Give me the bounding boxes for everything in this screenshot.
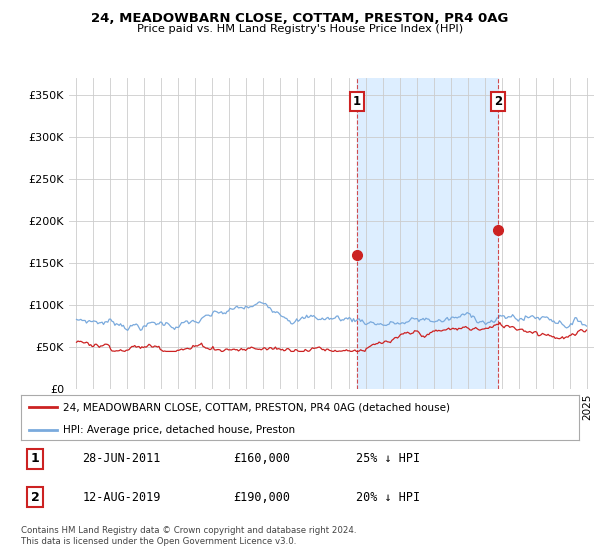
Text: 24, MEADOWBARN CLOSE, COTTAM, PRESTON, PR4 0AG (detached house): 24, MEADOWBARN CLOSE, COTTAM, PRESTON, P… bbox=[63, 402, 450, 412]
Text: HPI: Average price, detached house, Preston: HPI: Average price, detached house, Pres… bbox=[63, 424, 295, 435]
Text: 12-AUG-2019: 12-AUG-2019 bbox=[82, 491, 161, 504]
Text: 24, MEADOWBARN CLOSE, COTTAM, PRESTON, PR4 0AG: 24, MEADOWBARN CLOSE, COTTAM, PRESTON, P… bbox=[91, 12, 509, 25]
Text: 25% ↓ HPI: 25% ↓ HPI bbox=[356, 452, 420, 465]
Text: £190,000: £190,000 bbox=[233, 491, 290, 504]
Text: 28-JUN-2011: 28-JUN-2011 bbox=[82, 452, 161, 465]
Text: Price paid vs. HM Land Registry's House Price Index (HPI): Price paid vs. HM Land Registry's House … bbox=[137, 24, 463, 34]
Bar bbox=[357, 78, 497, 389]
Text: 1: 1 bbox=[31, 452, 40, 465]
Text: £160,000: £160,000 bbox=[233, 452, 290, 465]
Text: 2: 2 bbox=[31, 491, 40, 504]
Text: 1: 1 bbox=[353, 95, 361, 108]
Text: 20% ↓ HPI: 20% ↓ HPI bbox=[356, 491, 420, 504]
Text: 2: 2 bbox=[494, 95, 502, 108]
Text: Contains HM Land Registry data © Crown copyright and database right 2024.
This d: Contains HM Land Registry data © Crown c… bbox=[21, 526, 356, 546]
